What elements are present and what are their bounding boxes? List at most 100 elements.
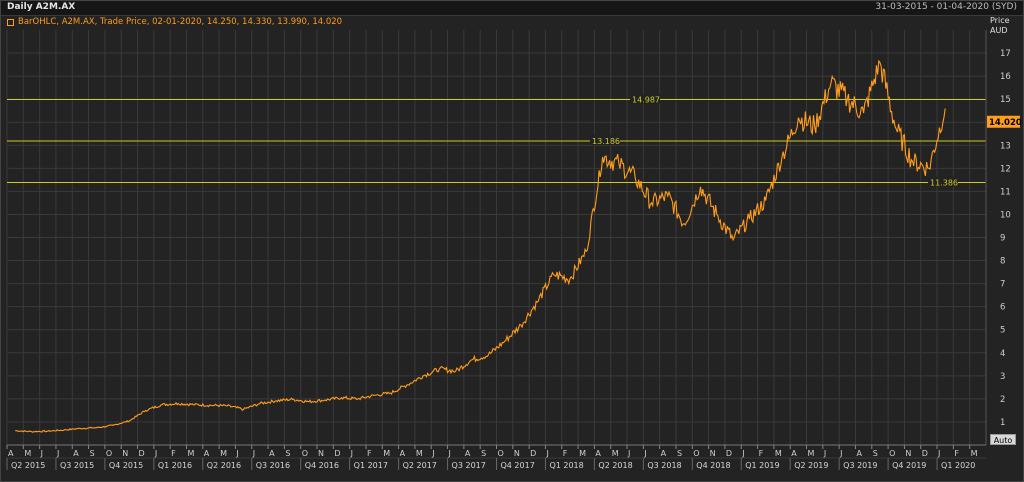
x-month-label: A — [269, 449, 275, 458]
reference-label-bg — [590, 134, 620, 145]
x-month-label: J — [741, 449, 744, 458]
x-month-label: J — [40, 449, 43, 458]
x-month-label: S — [90, 449, 95, 458]
x-quarter-label: Q1 2018 — [549, 461, 583, 470]
x-month-label: O — [106, 449, 112, 458]
x-month-label: J — [839, 449, 842, 458]
x-month-label: M — [220, 449, 227, 458]
price-axis-title-line1: Price — [990, 16, 1010, 25]
x-month-label: A — [73, 449, 79, 458]
x-quarter-label: Q2 2018 — [598, 461, 632, 470]
x-month-label: S — [677, 449, 682, 458]
y-tick-label: 5 — [1000, 326, 1005, 336]
x-quarter-label: Q4 2018 — [696, 461, 730, 470]
y-tick-label: 8 — [1000, 257, 1005, 267]
x-month-label: A — [856, 449, 862, 458]
chart-title: Daily A2M.AX — [7, 2, 76, 12]
y-tick-label: 7 — [1000, 280, 1005, 290]
x-quarter-label: Q1 2016 — [158, 461, 192, 470]
x-month-label: J — [350, 449, 353, 458]
y-tick-label: 4 — [1000, 349, 1005, 359]
y-tick-label: 6 — [1000, 303, 1005, 313]
x-quarter-label: Q2 2016 — [207, 461, 241, 470]
x-quarter-label: Q1 2019 — [745, 461, 779, 470]
reference-line-label: 14.987 — [632, 95, 660, 104]
price-line — [15, 59, 946, 433]
y-tick-label: 13 — [1000, 141, 1011, 151]
x-month-label: O — [889, 449, 895, 458]
x-quarter-label: Q4 2019 — [892, 461, 926, 470]
x-month-label: O — [693, 449, 699, 458]
y-tick-label: 9 — [1000, 234, 1005, 244]
x-month-label: F — [954, 449, 959, 458]
x-month-label: A — [8, 449, 14, 458]
last-price-label: 14.020 — [989, 118, 1022, 128]
x-month-label: N — [122, 449, 128, 458]
x-month-label: O — [302, 449, 308, 458]
x-month-label: J — [431, 449, 434, 458]
reference-label-bg — [928, 176, 958, 187]
title-bar: Daily A2M.AX 31-03-2015 - 01-04-2020 (SY… — [1, 1, 1023, 16]
x-quarter-label: Q1 2017 — [354, 461, 388, 470]
x-month-label: J — [448, 449, 451, 458]
x-quarter-label: Q3 2018 — [647, 461, 681, 470]
y-tick-label: 16 — [1000, 72, 1011, 82]
x-month-label: M — [383, 449, 390, 458]
y-tick-label: 11 — [1000, 187, 1011, 197]
y-tick-label: 12 — [1000, 164, 1011, 174]
x-quarter-label: Q2 2019 — [794, 461, 828, 470]
x-month-label: A — [465, 449, 471, 458]
x-quarter-label: Q3 2015 — [60, 461, 94, 470]
x-quarter-label: Q2 2017 — [403, 461, 437, 470]
x-quarter-label: Q1 2020 — [941, 461, 975, 470]
x-month-label: M — [579, 449, 586, 458]
x-month-label: J — [235, 449, 238, 458]
x-month-label: M — [612, 449, 619, 458]
x-month-label: D — [530, 449, 536, 458]
x-month-label: M — [808, 449, 815, 458]
x-month-label: J — [545, 449, 548, 458]
x-month-label: D — [922, 449, 928, 458]
x-month-label: A — [595, 449, 601, 458]
x-month-label: M — [187, 449, 194, 458]
x-month-label: F — [563, 449, 568, 458]
reference-line-label: 11.386 — [930, 178, 958, 187]
x-month-label: M — [24, 449, 31, 458]
price-axis-title: Price AUD — [990, 16, 1010, 36]
x-month-label: M — [971, 449, 978, 458]
x-month-label: F — [171, 449, 176, 458]
x-month-label: S — [481, 449, 486, 458]
reference-line-label: 13.186 — [592, 137, 620, 146]
y-tick-label: 10 — [1000, 210, 1011, 220]
x-quarter-label: Q3 2016 — [256, 461, 290, 470]
horizontal-lines: 14.987 13.186 11.386 — [7, 93, 986, 187]
x-month-label: A — [661, 449, 667, 458]
reference-label-bg — [630, 93, 660, 104]
x-month-label: F — [367, 449, 372, 458]
x-month-label: M — [775, 449, 782, 458]
x-month-label: J — [643, 449, 646, 458]
x-month-label: J — [252, 449, 255, 458]
x-month-label: J — [56, 449, 59, 458]
x-month-label: F — [759, 449, 764, 458]
auto-scale-button[interactable]: Auto — [990, 434, 1016, 445]
y-tick-label: 3 — [1000, 372, 1005, 382]
legend-text: BarOHLC, A2M.AX, Trade Price, 02-01-2020… — [18, 17, 343, 27]
y-tick-label: 2 — [1000, 395, 1005, 405]
x-quarter-label: Q4 2016 — [305, 461, 339, 470]
x-month-label: O — [498, 449, 504, 458]
x-month-label: N — [318, 449, 324, 458]
y-tick-label: 1 — [1000, 418, 1005, 428]
x-month-label: J — [627, 449, 630, 458]
x-month-label: N — [514, 449, 520, 458]
x-quarter-label: Q3 2017 — [452, 461, 486, 470]
x-month-label: D — [139, 449, 145, 458]
x-month-label: S — [285, 449, 290, 458]
last-price-box — [987, 115, 1020, 128]
y-axis: 123456789101112131415161714.020 — [985, 30, 1022, 445]
x-month-label: D — [726, 449, 732, 458]
x-quarter-label: Q3 2019 — [843, 461, 877, 470]
y-tick-label: 15 — [1000, 95, 1011, 105]
